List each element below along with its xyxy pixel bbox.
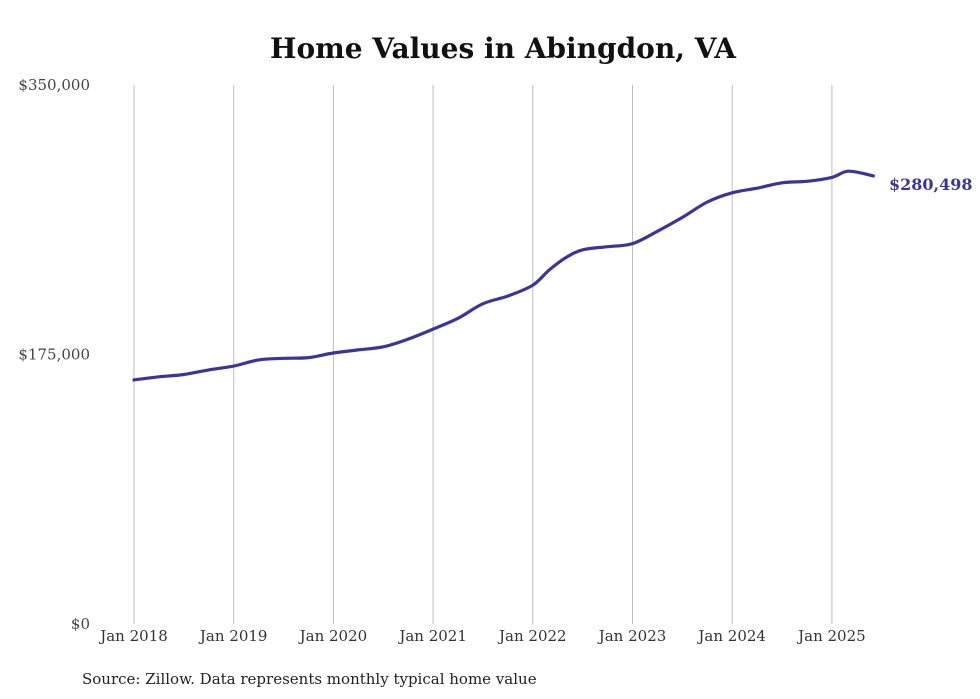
x-tick-label: Jan 2018 <box>98 627 168 645</box>
x-tick-label: Jan 2023 <box>597 627 667 645</box>
x-tick-label: Jan 2019 <box>198 627 268 645</box>
axis-labels: Jan 2018 Jan 2019 Jan 2020 Jan 2021 Jan 2022… <box>18 76 865 645</box>
chart-title: Home Values in Abingdon, VA <box>270 32 737 65</box>
x-tick-label: Jan 2020 <box>298 627 368 645</box>
grid-layer <box>133 85 833 624</box>
x-tick-label: Jan 2025 <box>796 627 866 645</box>
x-tick-label: Jan 2021 <box>397 627 467 645</box>
source-note: Source: Zillow. Data represents monthly … <box>82 670 537 688</box>
y-tick-label: $350,000 <box>18 76 90 94</box>
x-tick-label: Jan 2024 <box>696 627 766 645</box>
y-tick-label: $0 <box>71 615 90 633</box>
home-value-line <box>132 169 875 382</box>
x-tick-label: Jan 2022 <box>497 627 567 645</box>
y-tick-label: $175,000 <box>18 346 90 364</box>
latest-value-label: $280,498 <box>889 175 973 194</box>
